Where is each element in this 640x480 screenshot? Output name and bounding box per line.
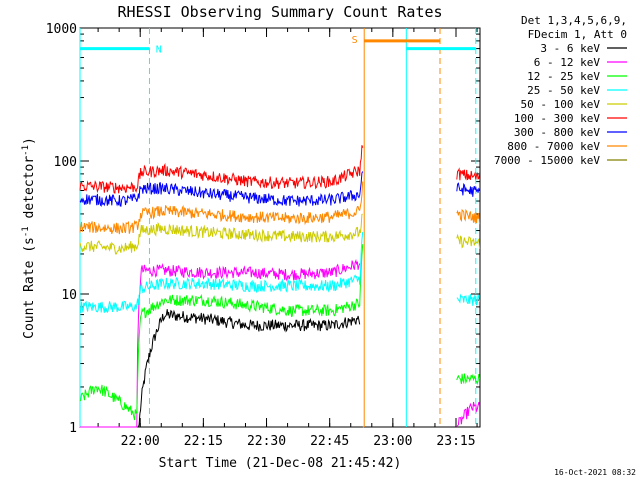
y-tick-label: 10 <box>61 288 77 303</box>
legend-label: 6 - 12 keV <box>534 56 601 69</box>
series-12-25keV <box>79 244 481 421</box>
legend-header-line-2: FDecim 1, Att 0 <box>528 28 627 41</box>
x-tick-label: 22:45 <box>310 434 349 449</box>
series-100-300keV <box>79 145 481 194</box>
x-tick-label: 22:00 <box>121 434 160 449</box>
series-line <box>80 309 361 428</box>
saa-label: S <box>352 35 358 46</box>
series-line <box>79 145 364 194</box>
svg-text:Count Rate (s-1 detector-1): Count Rate (s-1 detector-1) <box>21 137 37 339</box>
night-label: N <box>156 45 162 56</box>
y-tick-label: 100 <box>54 155 77 170</box>
plot-area: 1 10 100 1000 22:00 22:15 22:30 22:45 23:00 23:15… <box>46 22 481 449</box>
x-tick-label: 23:00 <box>373 434 412 449</box>
series-50-100keV <box>79 213 481 255</box>
series-line <box>456 167 481 181</box>
series-line <box>79 171 364 207</box>
y-axis-label: Count Rate (s-1 detector-1) <box>21 137 37 339</box>
series-line <box>79 244 364 421</box>
series-line <box>456 208 481 225</box>
legend-label: 800 - 7000 keV <box>507 140 600 153</box>
x-tick-label: 22:15 <box>184 434 223 449</box>
legend-label: 100 - 300 keV <box>514 112 600 125</box>
series-line <box>456 182 481 197</box>
x-tick-label: 22:30 <box>247 434 286 449</box>
series-line <box>456 401 481 428</box>
y-axis-label-end: ) <box>22 137 37 145</box>
series-800-7000keV <box>79 181 481 235</box>
x-tick-label: 23:15 <box>436 434 475 449</box>
legend-label: 50 - 100 keV <box>521 98 601 111</box>
legend-header-line-1: Det 1,3,4,5,6,9, <box>521 14 627 27</box>
series-300-800keV <box>79 171 481 207</box>
legend-label: 7000 - 15000 keV <box>494 154 600 167</box>
y-tick-label: 1 <box>69 421 77 436</box>
legend-label: 12 - 25 keV <box>527 70 600 83</box>
series-line <box>456 233 481 249</box>
series-line <box>79 213 363 255</box>
series-line <box>456 293 481 306</box>
series-line <box>79 231 364 314</box>
legend-label: 3 - 6 keV <box>540 42 600 55</box>
series-25-50keV <box>79 231 481 314</box>
y-axis-label-main: Count Rate (s <box>22 237 37 339</box>
y-tick-label: 1000 <box>46 22 77 37</box>
series-6-12keV <box>80 258 481 428</box>
footer-timestamp: 16-Oct-2021 08:32 <box>554 468 636 477</box>
x-axis-label: Start Time (21-Dec-08 21:45:42) <box>159 456 402 471</box>
y-axis-label-sup2: -1 <box>21 145 31 156</box>
series-line <box>79 181 364 235</box>
legend-header: Det 1,3,4,5,6,9, FDecim 1, Att 0 <box>521 14 627 41</box>
legend-label: 25 - 50 keV <box>527 84 600 97</box>
y-axis-label-mid: detector <box>22 156 37 227</box>
y-axis-label-sup1: -1 <box>21 226 31 237</box>
series-line <box>80 258 361 428</box>
plot-frame <box>79 27 481 428</box>
series-line <box>456 373 481 386</box>
legend-label: 300 - 800 keV <box>514 126 600 139</box>
chart-title: RHESSI Observing Summary Count Rates <box>117 3 442 21</box>
